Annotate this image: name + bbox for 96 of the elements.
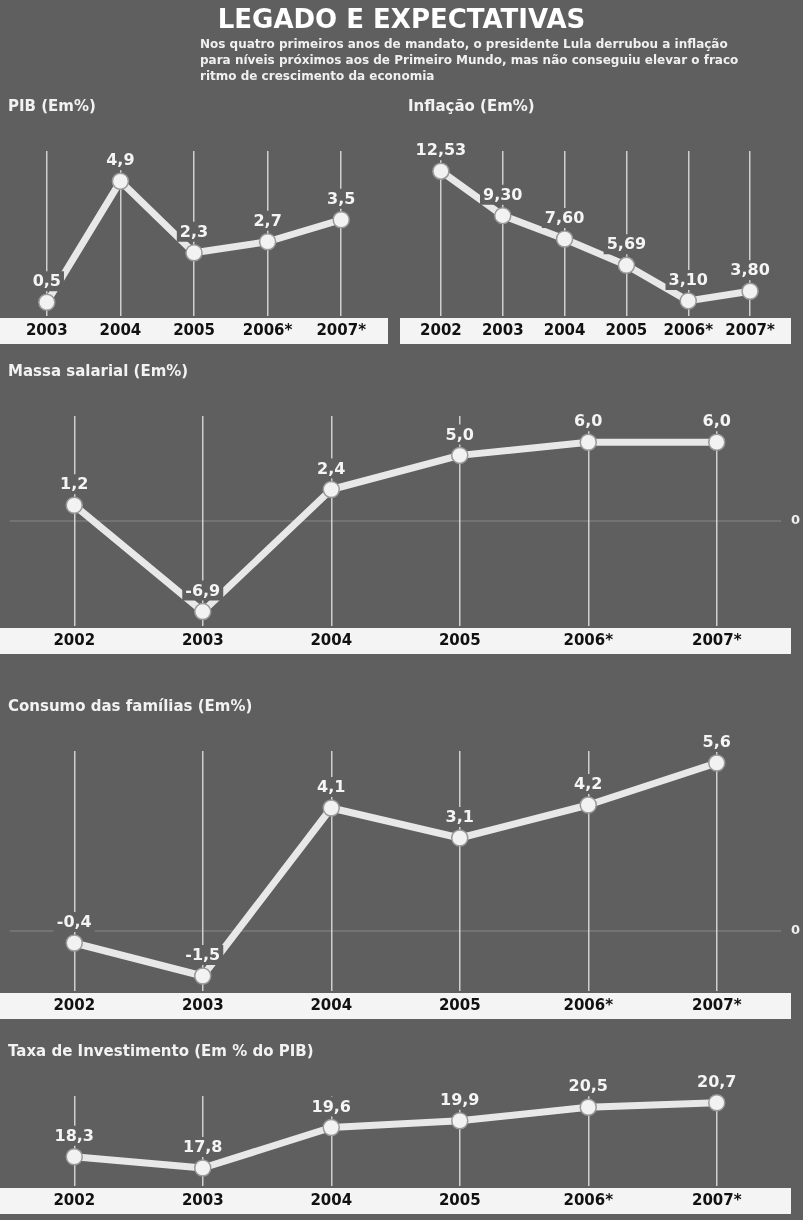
data-label: 19,9: [440, 1089, 480, 1109]
ref-line-label: 0: [790, 922, 800, 938]
data-label: 2,7: [253, 210, 282, 230]
point: [617, 256, 636, 275]
point: [194, 1159, 212, 1177]
x-tick-label: 2006*: [563, 1190, 614, 1209]
x-tick-label: 2005: [438, 630, 481, 649]
data-label: 6,0: [574, 411, 603, 431]
point: [194, 967, 212, 985]
chart-title: Consumo das famílias (Em%): [7, 696, 254, 717]
point: [708, 1094, 726, 1112]
data-label: 0,5: [32, 271, 61, 291]
data-label: 1,2: [60, 474, 89, 494]
x-tick-label: 2002: [53, 1190, 96, 1209]
x-tick-label: 2006*: [563, 995, 614, 1014]
data-label: 5,6: [702, 732, 731, 752]
point: [65, 1148, 83, 1166]
point: [451, 446, 469, 465]
data-label: 7,60: [544, 208, 585, 228]
x-tick-label: 2007*: [691, 1190, 742, 1209]
point: [741, 282, 759, 300]
x-tick-label: 2003: [181, 1190, 224, 1209]
ref-line-label: 0: [790, 512, 800, 528]
data-label: 2,4: [317, 458, 346, 478]
x-tick-label: 2003: [481, 320, 524, 339]
point: [579, 1098, 597, 1116]
point: [65, 496, 83, 514]
point: [708, 754, 726, 772]
x-tick-label: 2005: [173, 320, 215, 339]
data-label: 9,30: [483, 184, 523, 204]
point: [322, 480, 340, 499]
point: [38, 293, 56, 311]
data-label: 5,69: [606, 234, 647, 254]
x-tick-label: 2004: [543, 320, 586, 339]
data-label: -1,5: [185, 945, 221, 965]
data-label: -6,9: [185, 580, 221, 600]
data-label: 5,0: [445, 424, 474, 444]
x-tick-label: 2002: [53, 630, 96, 649]
x-tick-label: 2003: [181, 630, 224, 649]
x-tick-label: 2006*: [563, 630, 614, 649]
point: [258, 233, 277, 251]
data-label: 18,3: [54, 1125, 94, 1145]
x-tick-label: 2004: [310, 630, 353, 649]
x-tick-label: 2005: [605, 320, 648, 339]
chart-title: Massa salarial (Em%): [7, 361, 190, 382]
data-label: 3,1: [445, 807, 474, 827]
point: [451, 829, 469, 847]
point: [579, 796, 597, 814]
data-label: 2,3: [179, 221, 209, 241]
data-label: -0,4: [56, 912, 92, 932]
x-tick-label: 2004: [310, 995, 353, 1014]
x-tick-label: 2003: [181, 995, 224, 1014]
data-label: 19,6: [311, 1096, 351, 1116]
point: [555, 230, 574, 248]
point: [432, 162, 450, 180]
x-tick-label: 2006*: [663, 320, 714, 339]
x-tick-label: 2004: [310, 1190, 353, 1209]
text: LEGADO E EXPECTATIVAS: [216, 3, 587, 34]
point: [322, 1118, 340, 1137]
data-label: 3,10: [668, 270, 708, 290]
point: [708, 433, 726, 451]
data-label: 4,9: [106, 150, 135, 170]
data-label: 20,5: [568, 1076, 608, 1096]
x-tick-label: 2004: [99, 320, 142, 339]
x-tick-label: 2006*: [242, 320, 293, 339]
data-label: 12,53: [415, 140, 467, 160]
chart-title: Taxa de Investimento (Em % do PIB): [7, 1041, 315, 1062]
x-tick-label: 2007*: [691, 995, 742, 1014]
x-tick-label: 2007*: [725, 320, 776, 339]
x-tick-label: 2007*: [691, 630, 742, 649]
data-label: 4,1: [317, 777, 346, 797]
chart-title: Inflação (Em%): [407, 96, 536, 117]
point: [332, 211, 350, 229]
data-label: 3,80: [730, 260, 770, 280]
data-label: 6,0: [702, 411, 731, 431]
x-tick-label: 2007*: [316, 320, 367, 339]
point: [111, 172, 130, 190]
point: [322, 799, 340, 817]
chart-title: PIB (Em%): [7, 96, 97, 117]
point: [494, 206, 512, 225]
data-label: 3,5: [327, 188, 356, 208]
point: [679, 292, 697, 310]
point: [451, 1112, 469, 1130]
x-tick-label: 2002: [53, 995, 96, 1014]
point: [579, 433, 597, 451]
point: [65, 934, 83, 952]
point: [194, 602, 212, 621]
x-tick-label: 2005: [438, 1190, 481, 1209]
data-label: 4,2: [574, 774, 603, 794]
text: Nos quatro primeiros anos de mandato, o presidente Lula derrubou a inflação para níveis próximos aos de Primeiro Mundo, mas não conseguiu elevar o fraco ritmo de crescimento da economia: [200, 36, 740, 84]
data-label: 17,8: [183, 1137, 223, 1157]
x-tick-label: 2002: [420, 320, 462, 339]
data-label: 20,7: [697, 1071, 737, 1091]
x-tick-label: 2005: [438, 995, 481, 1014]
x-tick-label: 2003: [25, 320, 68, 339]
point: [185, 244, 203, 262]
